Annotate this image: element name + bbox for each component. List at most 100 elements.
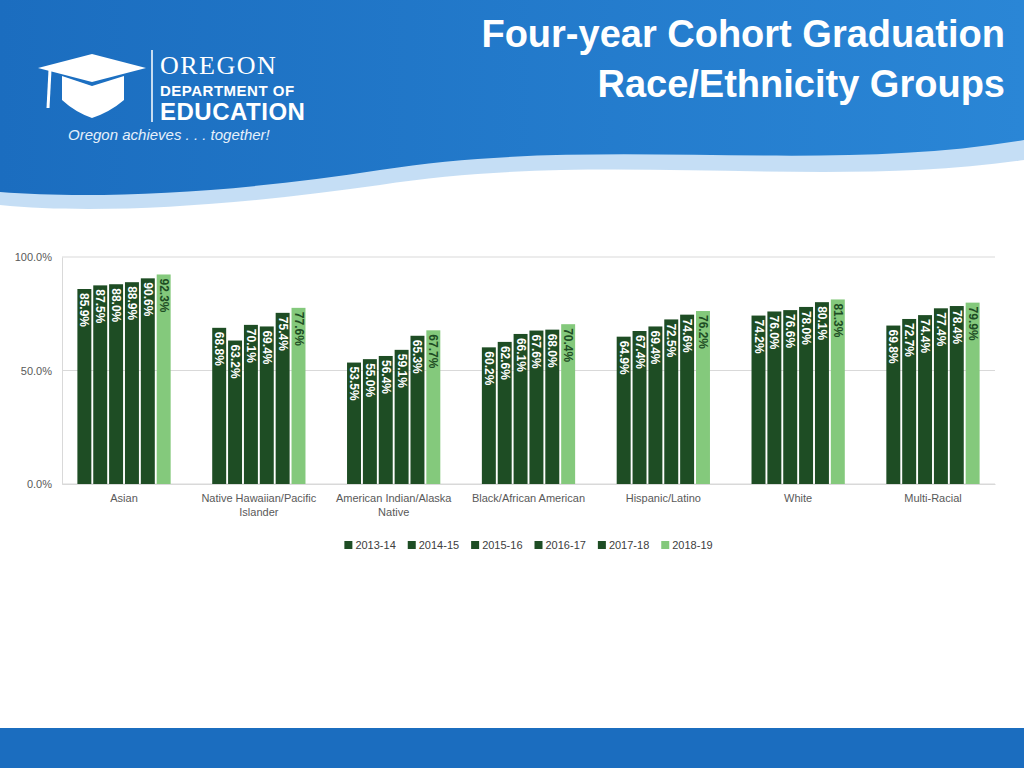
bar	[696, 311, 710, 484]
series	[141, 278, 964, 484]
bar	[664, 319, 678, 484]
title: Four-year Cohort Graduation	[481, 13, 1005, 55]
bar	[767, 311, 781, 484]
bar	[514, 334, 528, 484]
data-label: 68.0%	[545, 334, 559, 368]
y-tick: 0.0%	[27, 478, 62, 490]
legend-swatch	[471, 541, 479, 549]
tagline: Oregon achieves . . . together!	[68, 126, 271, 143]
data-label: 78.0%	[799, 311, 813, 345]
legend-swatch	[344, 541, 352, 549]
legend-item: 2018-19	[661, 539, 712, 551]
data-label: 60.2%	[482, 351, 496, 385]
legend-label: 2018-19	[672, 539, 712, 551]
bar	[141, 278, 155, 484]
data-label: 80.1%	[815, 306, 829, 340]
data-label: 53.5%	[347, 367, 361, 401]
data-label: 67.4%	[633, 335, 647, 369]
y-tick-label: 0.0%	[27, 478, 52, 490]
data-label: 85.9%	[77, 293, 91, 327]
bar	[292, 308, 306, 484]
data-label: 68.8%	[212, 332, 226, 366]
y-tick-label: 50.0%	[21, 365, 52, 377]
bar	[561, 324, 575, 484]
data-label: 76.6%	[783, 314, 797, 348]
bar	[783, 310, 797, 484]
logo-base	[62, 76, 124, 118]
bar	[831, 299, 845, 484]
data-label: 90.6%	[141, 282, 155, 316]
bar	[482, 347, 496, 484]
y-tick: 50.0%	[21, 365, 62, 377]
data-label: 74.2%	[751, 320, 765, 354]
legend-label: 2015-16	[482, 539, 522, 551]
x-axis-line	[63, 484, 996, 485]
bar	[93, 285, 107, 484]
series	[77, 289, 900, 484]
bar	[648, 326, 662, 484]
x-tick: White	[784, 484, 812, 504]
data-label: 70.1%	[244, 329, 258, 363]
legend-swatch	[598, 541, 606, 549]
bar	[410, 336, 424, 484]
bar	[347, 363, 361, 484]
bar	[529, 331, 543, 484]
grid	[62, 257, 995, 484]
background	[0, 0, 1024, 768]
data-label: 75.4%	[276, 317, 290, 351]
x-tick-label: American Indian/AlaskaNative	[336, 492, 452, 518]
bar	[212, 328, 226, 484]
bar	[886, 326, 900, 484]
data-label: 76.2%	[696, 315, 710, 349]
logo	[38, 50, 152, 122]
data-label: 81.3%	[831, 303, 845, 337]
chart: 0.0%50.0%100.0%85.9%68.8%53.5%60.2%64.9%…	[15, 251, 996, 551]
data-label: 77.4%	[934, 312, 948, 346]
data-label: 70.4%	[561, 328, 575, 362]
data-label: 63.2%	[228, 345, 242, 379]
data-label: 69.8%	[886, 330, 900, 364]
legend-item: 2016-17	[535, 539, 586, 551]
bar	[934, 308, 948, 484]
y-tick-label: 100.0%	[15, 251, 53, 263]
data-label: 77.6%	[292, 312, 306, 346]
x-tick-label: Asian	[110, 492, 138, 504]
logo-cap	[38, 54, 146, 82]
x-tick-label: Hispanic/Latino	[626, 492, 701, 504]
legend-label: 2016-17	[546, 539, 586, 551]
bar	[498, 342, 512, 484]
legend-item: 2013-14	[344, 539, 395, 551]
series	[109, 284, 932, 484]
legend-item: 2014-15	[408, 539, 459, 551]
banner-wave	[0, 0, 1024, 209]
bar	[680, 315, 694, 484]
legend-label: 2017-18	[609, 539, 649, 551]
data-label: 74.6%	[680, 319, 694, 353]
x-tick: Black/African American	[472, 484, 585, 504]
bar	[799, 307, 813, 484]
x-tick-label: White	[784, 492, 812, 504]
bar	[950, 306, 964, 484]
data-label: 78.4%	[950, 310, 964, 344]
data-label: 55.0%	[363, 363, 377, 397]
legend: 2013-14 2014-15 2015-16 2016-17 2017-18 2018-…	[344, 539, 712, 551]
bar	[77, 289, 91, 484]
data-label: 87.5%	[93, 289, 107, 323]
series	[93, 285, 916, 484]
bar	[244, 325, 258, 484]
x-tick-label: Black/African American	[472, 492, 585, 504]
banner	[0, 0, 1024, 195]
data-label: 62.6%	[498, 346, 512, 380]
bar	[260, 326, 274, 484]
grid-line	[62, 257, 995, 258]
legend-item: 2017-18	[598, 539, 649, 551]
data-label: 59.1%	[395, 354, 409, 388]
bar	[617, 337, 631, 484]
bar	[379, 356, 393, 484]
data-label: 69.4%	[260, 330, 274, 364]
bar	[815, 302, 829, 484]
legend-swatch	[535, 541, 543, 549]
legend-label: 2013-14	[355, 539, 395, 551]
bar	[363, 359, 377, 484]
data-label: 72.5%	[664, 323, 678, 357]
